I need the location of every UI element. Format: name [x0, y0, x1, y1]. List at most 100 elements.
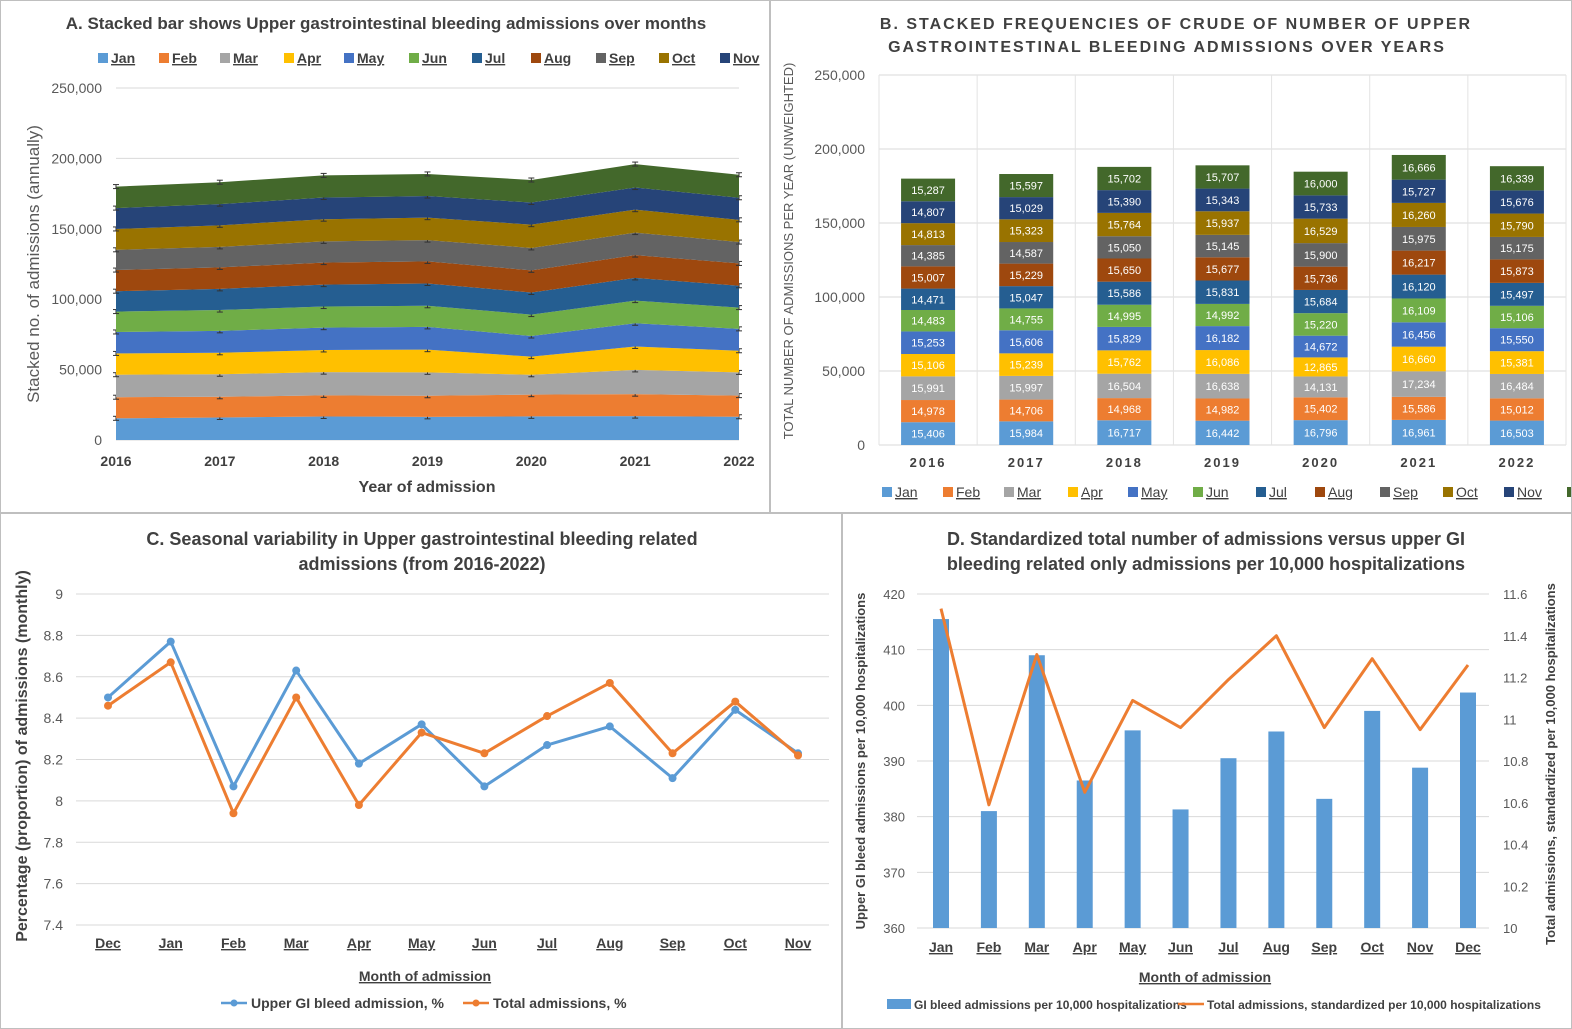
bar-jan	[1489, 420, 1544, 445]
data-label: 16,109	[1402, 305, 1436, 317]
legend-marker	[472, 999, 480, 1007]
legend-label: Nov	[1517, 484, 1542, 500]
bar-mar	[1489, 373, 1544, 399]
legend-label: Sep	[609, 50, 635, 66]
data-label: 15,343	[1206, 195, 1240, 207]
area-may	[116, 323, 739, 357]
data-label: 15,402	[1304, 404, 1338, 416]
bar-feb	[999, 399, 1054, 422]
data-point	[166, 658, 175, 667]
data-label: 15,733	[1304, 202, 1338, 214]
panel-c: C. Seasonal variability in Upper gastroi…	[0, 513, 842, 1029]
area-apr	[116, 346, 739, 375]
y-tick-label: 100,000	[51, 291, 102, 307]
y2-tick-label: 11.2	[1503, 671, 1527, 686]
data-point	[292, 693, 301, 702]
bar-jun	[1097, 304, 1152, 327]
legend-label: Aug	[1328, 484, 1353, 500]
data-point	[543, 712, 552, 721]
data-point	[229, 809, 238, 818]
x-tick-label: 2016	[100, 453, 131, 469]
data-label: 16,504	[1108, 381, 1142, 393]
x-tick-label: Apr	[347, 935, 372, 951]
y-axis-title: Percentage (proportion) of admissions (m…	[14, 570, 31, 942]
bar-jan	[1293, 420, 1348, 445]
data-label: 15,050	[1108, 242, 1142, 254]
y-tick-label: 0	[94, 432, 102, 448]
data-label: 14,131	[1304, 382, 1338, 394]
data-label: 15,984	[1009, 428, 1043, 440]
legend-marker	[887, 999, 911, 1009]
data-label: 15,790	[1500, 220, 1534, 232]
bar-sep	[1195, 234, 1250, 258]
bar-nov	[1293, 195, 1348, 219]
legend-label: Mar	[233, 50, 258, 66]
data-label: 16,182	[1206, 333, 1240, 345]
bar-dec	[999, 174, 1054, 198]
area-jul	[116, 277, 739, 315]
bar-jan	[1097, 420, 1152, 445]
legend-label: Apr	[1081, 484, 1103, 500]
x-tick-label: 2021	[620, 453, 651, 469]
bar-dec	[901, 178, 956, 202]
bar-aug	[999, 263, 1054, 287]
data-label: 16,442	[1206, 428, 1240, 440]
legend-label: Total admissions, %	[493, 995, 627, 1011]
y-tick-label: 200,000	[814, 141, 865, 157]
data-label: 15,586	[1108, 288, 1142, 300]
bar-nov	[1391, 179, 1446, 203]
legend-marker	[230, 999, 238, 1007]
legend-label: Jul	[485, 50, 505, 66]
x-tick-label: Dec	[1455, 939, 1481, 955]
data-label: 16,961	[1402, 427, 1436, 439]
y-tick-label: 200,000	[51, 150, 102, 166]
bar	[1124, 730, 1141, 928]
area-jan	[116, 416, 739, 440]
data-label: 15,676	[1500, 197, 1534, 209]
legend-label: May	[357, 50, 384, 66]
bar-mar	[901, 376, 956, 401]
x-tick-label: 2022	[1498, 455, 1535, 470]
bar-mar	[1097, 373, 1152, 399]
y-tick-label: 150,000	[814, 215, 865, 231]
y-tick-label: 390	[883, 754, 905, 769]
bar-jul	[999, 286, 1054, 309]
data-label: 14,807	[911, 207, 945, 219]
x-tick-label: Apr	[1073, 939, 1098, 955]
data-label: 16,339	[1500, 173, 1534, 185]
bar-dec	[1097, 166, 1152, 191]
legend-label: Apr	[297, 50, 322, 66]
bar-oct	[901, 223, 956, 246]
x-tick-label: Aug	[1263, 939, 1290, 955]
legend-label: Jan	[895, 484, 918, 500]
x-axis-title: Year of admission	[359, 479, 496, 496]
data-label: 16,000	[1304, 179, 1338, 191]
y-tick-label: 8	[55, 793, 63, 809]
data-label: 15,764	[1108, 220, 1142, 232]
x-tick-label: 2017	[1008, 455, 1045, 470]
legend-marker	[98, 53, 108, 63]
bar	[1028, 655, 1045, 928]
data-label: 15,991	[911, 383, 945, 395]
x-tick-label: Nov	[1407, 939, 1434, 955]
chart-d-title: D. Standardized total number of admissio…	[947, 529, 1465, 549]
legend-marker	[1315, 487, 1325, 497]
data-label: 15,145	[1206, 241, 1240, 253]
y-tick-label: 8.6	[44, 669, 64, 685]
bar-jun	[999, 308, 1054, 331]
data-label: 15,007	[911, 272, 945, 284]
data-label: 15,047	[1009, 292, 1043, 304]
bar-apr	[1489, 351, 1544, 374]
data-label: 15,762	[1108, 357, 1142, 369]
data-label: 15,012	[1500, 404, 1534, 416]
chart-a: A. Stacked bar shows Upper gastrointesti…	[24, 14, 760, 496]
data-point	[354, 801, 363, 810]
bar-nov	[1195, 188, 1250, 212]
bar-aug	[1293, 266, 1348, 290]
legend-marker	[882, 487, 892, 497]
bar	[1364, 710, 1381, 928]
bar-jan	[1391, 419, 1446, 445]
data-label: 15,736	[1304, 273, 1338, 285]
data-label: 15,497	[1500, 289, 1534, 301]
data-point	[731, 705, 740, 714]
